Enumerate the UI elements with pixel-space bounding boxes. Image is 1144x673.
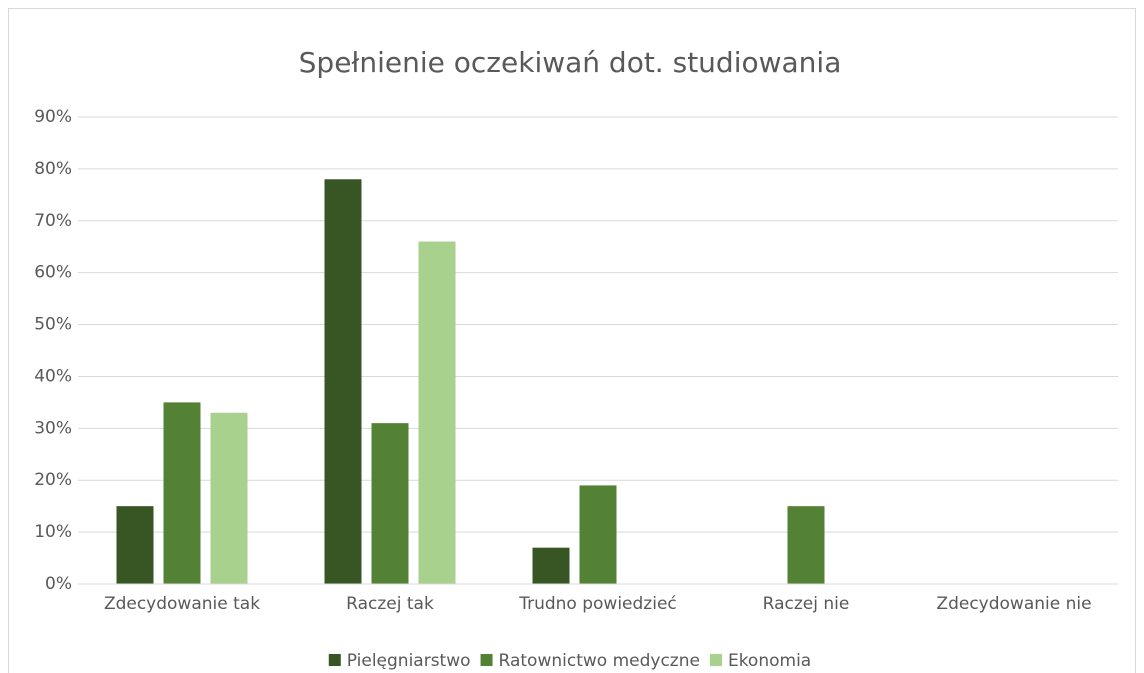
legend-label: Ekonomia	[728, 651, 811, 671]
y-tick-label: 70%	[34, 211, 72, 231]
y-tick-label: 0%	[45, 574, 72, 594]
x-tick-label: Zdecydowanie tak	[104, 594, 260, 614]
bar	[787, 506, 825, 584]
y-tick-label: 50%	[34, 315, 72, 335]
x-tick-label: Trudno powiedzieć	[518, 594, 677, 614]
legend-swatch	[480, 654, 493, 666]
bar	[532, 547, 570, 584]
y-tick-label: 90%	[34, 107, 72, 127]
bar	[163, 402, 201, 584]
bar	[210, 412, 248, 584]
x-tick-label: Zdecydowanie nie	[936, 594, 1091, 614]
bar	[579, 485, 617, 584]
y-tick-label: 40%	[34, 366, 72, 386]
y-tick-label: 20%	[34, 470, 72, 490]
y-tick-label: 30%	[34, 418, 72, 438]
legend-swatch	[328, 654, 341, 666]
legend-label: Ratownictwo medyczne	[499, 651, 700, 671]
y-tick-label: 80%	[34, 159, 72, 179]
bar	[324, 179, 362, 584]
bar	[116, 506, 154, 584]
x-tick-label: Raczej tak	[346, 594, 434, 614]
y-tick-label: 60%	[34, 263, 72, 283]
bar	[371, 423, 409, 584]
legend-label: Pielęgniarstwo	[347, 651, 471, 671]
bar	[418, 241, 456, 585]
y-tick-label: 10%	[34, 522, 72, 542]
x-tick-label: Raczej nie	[763, 594, 850, 614]
chart-title: Spełnienie oczekiwań dot. studiowania	[299, 46, 842, 79]
legend-swatch	[709, 654, 722, 666]
